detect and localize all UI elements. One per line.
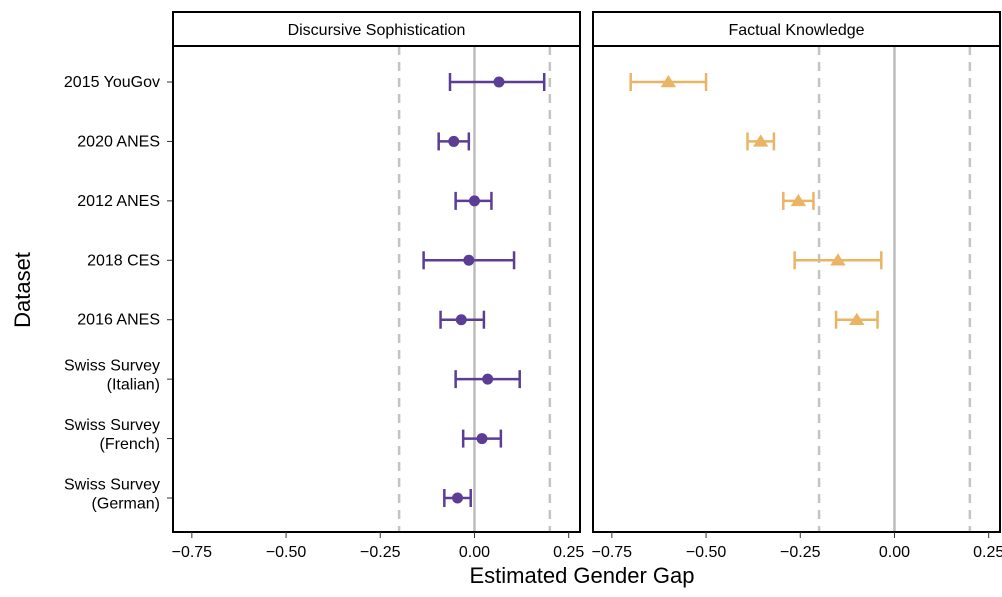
estimate-point (468, 195, 480, 207)
y-tick-label: 2020 ANES (77, 133, 160, 150)
x-tick-label: −0.75 (172, 544, 213, 561)
panel-discursive-sophistication: Discursive Sophistication −0.75 −0.50 −0.25… (172, 11, 584, 561)
panel-border (592, 45, 1001, 533)
panel-title: Factual Knowledge (728, 22, 864, 39)
estimate-point (493, 76, 505, 88)
y-tick-label: 2015 YouGov (64, 74, 160, 91)
y-tick-label-line: Swiss Survey (64, 417, 160, 434)
x-tick-label: −0.50 (686, 544, 727, 561)
estimate-point (849, 312, 865, 325)
panel-factual-knowledge: Factual Knowledge −0.75 −0.50 −0.25 0.00 0.25 (592, 11, 1002, 561)
x-tick-label: 0.00 (459, 544, 490, 561)
panel-strip (592, 11, 1001, 47)
panel-strip (172, 11, 581, 47)
panel-border (172, 45, 581, 533)
x-tick-label: −0.50 (266, 544, 307, 561)
y-tick-label-line: (French) (100, 436, 160, 453)
y-tick-label: Swiss Survey (French) (64, 417, 160, 453)
y-axis-label: Dataset (10, 252, 35, 328)
estimate-point (790, 193, 807, 207)
y-tick-label-line: Swiss Survey (64, 477, 160, 494)
y-tick-label-line: 2012 ANES (77, 193, 160, 210)
panel-title: Discursive Sophistication (288, 22, 466, 39)
y-tick-label-line: (Italian) (107, 377, 160, 394)
x-tick-label: −0.75 (592, 544, 633, 561)
y-tick-label: Swiss Survey (German) (64, 477, 160, 513)
estimate-point (482, 373, 494, 385)
x-axis-label: Estimated Gender Gap (469, 563, 694, 588)
y-tick-label-line: 2018 CES (87, 252, 160, 269)
y-tick-label-line: 2020 ANES (77, 133, 160, 150)
x-tick-label: 0.25 (553, 544, 584, 561)
x-tick-label: −0.25 (780, 544, 821, 561)
y-tick-label-line: 2015 YouGov (64, 74, 160, 91)
y-tick-label-line: Swiss Survey (64, 358, 160, 375)
estimate-point (660, 75, 677, 88)
y-tick-label: 2018 CES (87, 252, 160, 269)
y-tick-label: 2012 ANES (77, 193, 160, 210)
x-tick-label: −0.25 (360, 544, 401, 561)
estimate-point (452, 492, 464, 504)
x-tick-label: 0.00 (879, 544, 910, 561)
estimate-point (463, 254, 475, 266)
y-tick-label: Swiss Survey (Italian) (64, 358, 160, 394)
estimate-point (448, 135, 460, 147)
y-tick-label-line: 2016 ANES (77, 312, 160, 329)
estimate-point (752, 134, 769, 147)
y-tick-label: 2016 ANES (77, 312, 160, 329)
estimate-point (830, 253, 846, 266)
estimate-point (476, 433, 488, 445)
y-tick-label-line: (German) (92, 496, 160, 513)
x-tick-label: 0.25 (973, 544, 1002, 561)
estimate-point (455, 314, 467, 326)
